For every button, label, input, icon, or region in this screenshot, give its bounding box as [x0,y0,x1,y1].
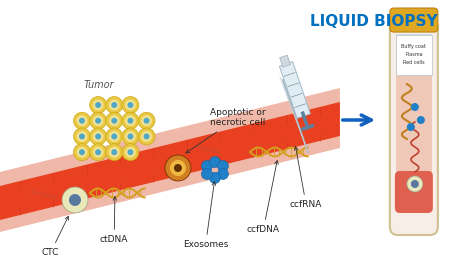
Circle shape [76,115,88,126]
Circle shape [125,99,136,111]
FancyBboxPatch shape [396,34,432,76]
Circle shape [407,176,423,192]
Circle shape [73,112,91,129]
Circle shape [90,112,107,129]
Circle shape [95,134,101,139]
Circle shape [201,160,212,172]
Circle shape [95,102,101,108]
Circle shape [125,115,136,126]
Text: Red cells: Red cells [403,60,425,65]
FancyBboxPatch shape [396,76,432,206]
Circle shape [62,187,88,213]
Polygon shape [0,88,340,232]
Circle shape [411,180,419,188]
Circle shape [76,147,88,158]
Circle shape [106,128,123,145]
Circle shape [201,168,212,180]
Circle shape [73,128,91,145]
Circle shape [92,115,104,126]
Circle shape [141,115,152,126]
Circle shape [218,160,228,172]
Circle shape [79,149,85,155]
Text: Apoptotic or
necrotic cell: Apoptotic or necrotic cell [186,108,265,153]
Text: LIQUID BIOPSY: LIQUID BIOPSY [310,14,438,29]
Circle shape [141,131,152,142]
Text: Buffy coat: Buffy coat [401,44,426,49]
Circle shape [106,97,123,114]
Circle shape [79,134,85,139]
Circle shape [109,99,120,111]
Circle shape [95,149,101,155]
Circle shape [128,118,133,124]
Circle shape [106,112,123,129]
Circle shape [138,112,155,129]
Polygon shape [279,62,310,118]
Circle shape [122,97,139,114]
Text: CTC: CTC [42,216,68,257]
Text: Tumor: Tumor [84,80,115,90]
Circle shape [122,112,139,129]
Circle shape [165,155,191,181]
Circle shape [122,128,139,145]
Polygon shape [280,55,291,67]
Circle shape [95,118,101,124]
Circle shape [90,144,107,161]
FancyBboxPatch shape [390,8,438,32]
Circle shape [407,123,415,131]
Circle shape [411,103,419,111]
Circle shape [210,156,220,168]
Circle shape [92,147,104,158]
Circle shape [128,134,133,139]
Circle shape [76,131,88,142]
FancyBboxPatch shape [395,171,433,213]
Text: Platelets: Platelets [195,145,222,156]
Circle shape [144,118,149,124]
Circle shape [109,115,120,126]
Circle shape [109,131,120,142]
Circle shape [90,97,107,114]
Circle shape [90,128,107,145]
Circle shape [174,164,182,172]
Circle shape [170,160,186,176]
Circle shape [128,149,133,155]
Circle shape [128,102,133,108]
Circle shape [111,134,117,139]
FancyBboxPatch shape [396,35,432,75]
Circle shape [111,102,117,108]
Circle shape [144,134,149,139]
Text: ccfDNA: ccfDNA [247,161,280,234]
Circle shape [210,172,220,184]
Circle shape [106,144,123,161]
Circle shape [125,147,136,158]
Circle shape [73,144,91,161]
Text: Platelets: Platelets [30,190,57,201]
Circle shape [218,168,228,180]
Text: ccfRNA: ccfRNA [290,147,322,209]
Circle shape [92,131,104,142]
Circle shape [417,116,425,124]
Text: Exosomes: Exosomes [183,182,228,249]
Circle shape [79,118,85,124]
Circle shape [138,128,155,145]
FancyBboxPatch shape [390,19,438,235]
Circle shape [109,147,120,158]
Circle shape [111,149,117,155]
Text: ctDNA: ctDNA [100,197,128,244]
Circle shape [111,118,117,124]
Circle shape [125,131,136,142]
Circle shape [122,144,139,161]
Circle shape [92,99,104,111]
Polygon shape [0,102,340,220]
Circle shape [69,194,81,206]
Text: Plasma: Plasma [405,52,423,57]
